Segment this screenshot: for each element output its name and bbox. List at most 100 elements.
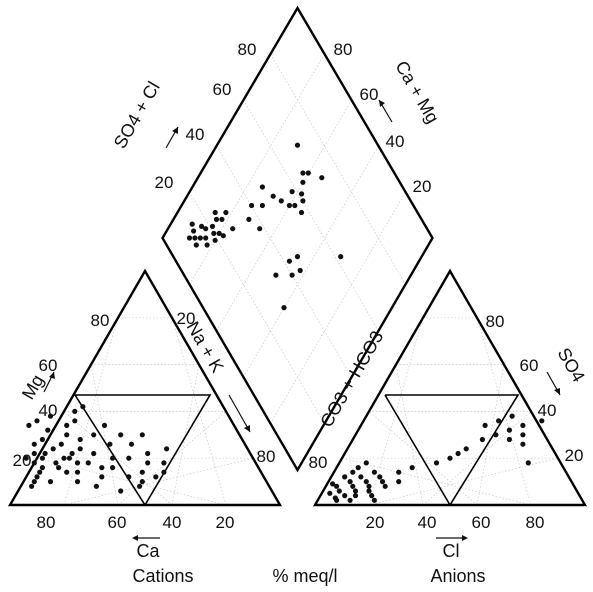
diamond-data-point — [212, 209, 218, 216]
anion-data-point — [525, 460, 531, 466]
grid-line — [341, 457, 532, 506]
anion-data-point — [479, 436, 485, 443]
cation-bottom-axis-label: Ca — [136, 541, 160, 561]
anion-data-point — [447, 455, 453, 461]
cation-data-point — [72, 418, 78, 424]
grid-line — [243, 145, 379, 378]
diamond-data-point — [338, 254, 344, 260]
cation-data-point — [161, 460, 167, 466]
anion-bottom-tick-80: 80 — [526, 513, 545, 532]
anions-caption: Anions — [430, 566, 485, 586]
anion-data-point — [371, 497, 377, 503]
diamond-data-point — [189, 221, 195, 227]
cation-data-point — [91, 432, 97, 438]
grid-line — [476, 364, 505, 506]
cation-data-point — [118, 432, 124, 438]
diamond-data-point — [259, 202, 265, 209]
center-units-label: % meq/l — [272, 566, 337, 586]
cation-data-point — [164, 446, 170, 452]
cation-left-axis-label: Mg — [18, 371, 48, 403]
anion-data-point — [350, 469, 356, 475]
cation-data-point — [110, 455, 116, 461]
anion-data-point — [520, 441, 526, 447]
diamond-left-tick-20: 20 — [155, 173, 174, 192]
anion-bottom-tick-20: 20 — [366, 513, 385, 532]
diamond-data-point — [197, 235, 203, 241]
cation-data-point — [31, 450, 37, 457]
anion-data-point — [496, 418, 502, 424]
cation-data-points — [23, 404, 170, 494]
anion-data-point — [463, 446, 469, 452]
cation-data-point — [72, 408, 78, 414]
cation-data-point — [74, 469, 81, 475]
diamond-data-point — [203, 235, 209, 241]
anion-bottom-tick-40: 40 — [418, 513, 437, 532]
anion-data-point — [377, 474, 383, 480]
grid-line — [216, 145, 352, 378]
diamond-data-point — [299, 191, 305, 197]
diamond-right-tick-60: 60 — [360, 85, 379, 104]
diamond-data-point — [203, 226, 209, 232]
cation-bottom-tick-60: 60 — [108, 513, 127, 532]
cation-data-point — [77, 446, 83, 452]
grid-line — [171, 317, 227, 506]
cation-data-point — [137, 483, 143, 489]
diamond-data-point — [278, 198, 284, 204]
anion-data-point — [509, 413, 515, 419]
cation-data-point — [39, 465, 46, 471]
cations-caption: Cations — [132, 566, 193, 586]
cation-data-point — [58, 441, 64, 447]
cation-data-point — [64, 422, 70, 428]
diamond-data-point — [297, 267, 303, 274]
anion-data-point — [396, 479, 402, 485]
anion-data-point — [363, 460, 369, 466]
diamond-data-point — [294, 142, 301, 148]
diamond-left-tick-80: 80 — [238, 40, 257, 59]
ca-arrow-head — [132, 535, 138, 541]
cation-bottom-tick-20: 20 — [216, 513, 235, 532]
cation-data-point — [31, 479, 37, 485]
grid-line — [270, 53, 406, 285]
diamond-data-point — [191, 228, 197, 234]
grid-line — [189, 53, 325, 285]
diamond-data-point — [223, 209, 229, 216]
cation-data-point — [93, 483, 99, 489]
anion-data-point — [506, 427, 512, 433]
anion-data-points — [327, 413, 545, 503]
na-k-arrow — [228, 394, 251, 433]
cation-left-tick-40: 40 — [39, 401, 58, 420]
diamond-data-point — [289, 189, 295, 195]
diamond-left-tick-60: 60 — [213, 80, 232, 99]
anion-data-point — [409, 465, 415, 471]
cation-data-point — [145, 460, 151, 466]
anion-data-point — [379, 479, 386, 485]
cation-data-point — [31, 460, 37, 466]
cation-bottom-tick-40: 40 — [163, 513, 182, 532]
cation-data-point — [50, 446, 56, 452]
so4-arrow-head — [554, 388, 560, 395]
cation-data-point — [139, 469, 145, 475]
anion-data-point — [342, 474, 348, 480]
cation-triangle — [7, 268, 283, 507]
cation-bottom-tick-80: 80 — [37, 513, 56, 532]
cation-data-point — [126, 455, 132, 461]
anion-data-point — [352, 493, 359, 499]
cation-data-point — [99, 474, 105, 480]
cation-data-point — [91, 450, 97, 457]
diamond-data-point — [246, 216, 252, 222]
grid-line — [171, 364, 200, 506]
cation-right-tick-80: 80 — [257, 447, 276, 466]
grid-line — [476, 317, 532, 506]
cation-left-tick-80: 80 — [91, 311, 110, 330]
diamond-data-point — [186, 235, 193, 241]
diamond-data-point — [204, 242, 210, 248]
anion-bottom-tick-60: 60 — [472, 513, 491, 532]
diamond-data-point — [286, 202, 292, 209]
cation-data-point — [39, 455, 46, 461]
anion-inner-triangle — [384, 394, 520, 507]
diamond-data-point — [300, 198, 306, 204]
diamond-data-point — [319, 175, 325, 181]
anion-data-point — [330, 481, 336, 487]
anion-data-point — [371, 469, 377, 475]
